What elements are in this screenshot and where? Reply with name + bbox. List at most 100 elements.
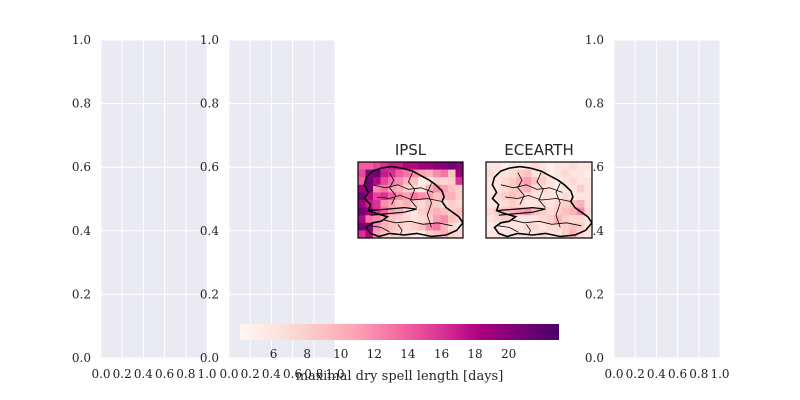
heatmap-cell xyxy=(493,230,502,238)
heatmap-cell xyxy=(539,162,547,170)
heatmap-cell xyxy=(395,192,404,201)
heatmap-cell xyxy=(539,169,547,178)
heatmap-cell xyxy=(561,192,570,201)
y-tick-label: 0.0 xyxy=(200,351,219,365)
heatmap-cell xyxy=(523,184,532,193)
heatmap-cell xyxy=(539,215,547,224)
heatmap-cell xyxy=(561,230,570,238)
heatmap-cell xyxy=(523,162,532,170)
heatmap-cell xyxy=(373,177,381,186)
country-border xyxy=(491,165,592,238)
region-border xyxy=(517,172,525,205)
heatmap-cell xyxy=(501,230,510,238)
map-cells xyxy=(486,162,592,238)
region-border xyxy=(525,224,531,236)
y-tick-label: 0.2 xyxy=(72,287,91,301)
heatmap-cell xyxy=(358,192,366,201)
heatmap-cell xyxy=(569,215,578,224)
heatmap-cell xyxy=(395,177,404,186)
region-border xyxy=(368,206,417,216)
x-tick-label: 1.0 xyxy=(197,367,216,381)
colorbar-tick-label: 12 xyxy=(367,347,382,361)
axes-background xyxy=(101,40,207,358)
heatmap-cell xyxy=(569,184,578,193)
heatmap-cell xyxy=(508,207,517,216)
y-tick-label: 0.6 xyxy=(200,160,219,174)
map-title: IPSL xyxy=(395,141,427,159)
heatmap-cell xyxy=(516,207,525,216)
heatmap-cell xyxy=(576,162,585,170)
heatmap-cell xyxy=(508,162,517,170)
y-tick-label: 0.8 xyxy=(585,97,604,111)
heatmap-cell xyxy=(508,222,517,231)
heatmap-cell xyxy=(501,169,510,178)
heatmap-cell xyxy=(448,222,456,231)
x-tick-label: 0.2 xyxy=(241,367,260,381)
heatmap-cell xyxy=(380,222,389,231)
heatmap-cell xyxy=(358,222,366,231)
region-border xyxy=(498,225,518,233)
heatmap-cell xyxy=(486,169,494,178)
heatmap-cell xyxy=(418,192,426,201)
heatmap-cell xyxy=(365,215,374,224)
heatmap-cell xyxy=(576,177,585,186)
y-tick-label: 0.2 xyxy=(200,287,219,301)
heatmap-cell xyxy=(403,169,411,178)
heatmap-cell xyxy=(576,222,585,231)
heatmap-cell xyxy=(523,192,532,201)
heatmap-cell xyxy=(455,169,463,178)
axes-background xyxy=(229,40,335,358)
heatmap-cell xyxy=(448,169,456,178)
heatmap-cell xyxy=(486,184,494,193)
colorbar: 6 8 10 12 14 16 18 20 maximal dry spell length [… xyxy=(240,324,559,384)
x-tick-label: 0.4 xyxy=(647,367,666,381)
heatmap-cell xyxy=(523,169,532,178)
heatmap-cell xyxy=(418,222,426,231)
heatmap-cell xyxy=(425,222,434,231)
heatmap-cell xyxy=(546,200,555,208)
heatmap-cell xyxy=(561,207,570,216)
region-border xyxy=(496,206,546,216)
heatmap-cell xyxy=(554,215,563,224)
heatmap-cell xyxy=(539,192,547,201)
maps-layer: IPSL ECEARTH xyxy=(357,141,593,239)
x-tick-label: 0.8 xyxy=(176,367,195,381)
heatmap-cell xyxy=(358,162,366,170)
heatmap-cell xyxy=(546,169,555,178)
heatmap-cell xyxy=(388,177,396,186)
heatmap-cell xyxy=(373,162,381,170)
region-border xyxy=(536,172,546,208)
heatmap-cell xyxy=(508,200,517,208)
heatmap-cell xyxy=(365,177,374,186)
region-border xyxy=(370,225,390,233)
heatmap-cell xyxy=(425,200,434,208)
region-border xyxy=(397,224,403,236)
heatmap-cell xyxy=(576,192,585,201)
heatmap-cell xyxy=(455,207,463,216)
heatmap-cell xyxy=(433,207,441,216)
heatmap-cell xyxy=(493,184,502,193)
axes-layer: 0.0 0.2 0.4 0.6 0.8 1.00.00.20.40.60.81.00.0 0… xyxy=(72,33,730,381)
region-border xyxy=(407,172,418,208)
heatmap-cell xyxy=(584,215,592,224)
colorbar-tick-label: 8 xyxy=(303,347,311,361)
y-tick-label: 0.4 xyxy=(200,224,219,238)
y-tick-label: 0.0 xyxy=(585,351,604,365)
heatmap-cell xyxy=(365,162,374,170)
heatmap-cell xyxy=(395,200,404,208)
heatmap-cell xyxy=(433,200,441,208)
region-border xyxy=(500,184,563,193)
region-border xyxy=(555,183,561,228)
heatmap-cell xyxy=(561,184,570,193)
heatmap-cell xyxy=(554,222,563,231)
heatmap-cell xyxy=(561,177,570,186)
heatmap-cell xyxy=(561,200,570,208)
empty-axes-3: 0.0 0.2 0.4 0.6 0.8 1.00.00.20.40.60.81.0 xyxy=(585,33,730,381)
heatmap-cell xyxy=(365,222,374,231)
heatmap-cell xyxy=(433,177,441,186)
heatmap-cell xyxy=(388,169,396,178)
heatmap-cell xyxy=(455,162,463,170)
heatmap-cell xyxy=(531,192,540,201)
empty-axes-1: 0.0 0.2 0.4 0.6 0.8 1.00.00.20.40.60.81.0 xyxy=(72,33,217,381)
heatmap-cell xyxy=(358,169,366,178)
